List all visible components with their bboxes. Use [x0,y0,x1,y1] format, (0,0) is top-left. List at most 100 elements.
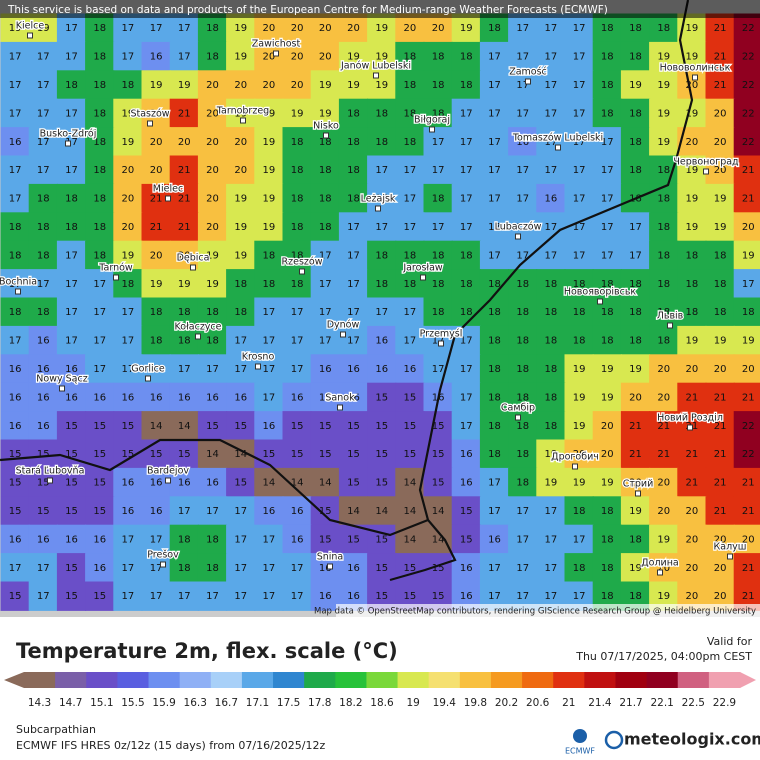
city-label: Дрогобич [551,452,599,463]
temperature-value: 15 [37,506,50,517]
temperature-cell [649,127,679,157]
temperature-cell [451,467,481,498]
temperature-cell [479,354,510,384]
city-dot [515,233,521,240]
legend-tick-label: 22.5 [682,697,705,709]
temperature-cell [56,13,87,43]
temperature-value: 18 [347,194,360,205]
temperature-value: 18 [9,222,22,233]
temperature-value: 17 [488,222,501,233]
temperature-value: 16 [347,563,360,574]
temperature-cell [705,411,735,441]
temperature-value: 15 [319,534,332,545]
temperature-value: 18 [516,392,529,403]
temperature-cell [564,127,594,157]
temperature-cell [733,155,760,185]
temperature-value: 17 [460,336,473,347]
temperature-cell [508,354,538,384]
temperature-value: 18 [93,23,106,34]
temperature-cell [56,240,87,271]
temperature-value: 15 [375,478,388,489]
temperature-cell [141,496,171,526]
temperature-cell [395,297,425,327]
temperature-cell [367,467,397,498]
temperature-value: 20 [742,534,755,545]
temperature-value: 15 [375,392,388,403]
city-dot [340,331,346,338]
city-label: Новояворівськ [564,287,637,298]
temperature-value: 20 [206,194,219,205]
legend-swatch [428,672,461,688]
temperature-value: 21 [714,52,727,63]
temperature-value: 20 [714,364,727,375]
temperature-value: 21 [742,591,755,602]
temperature-value: 18 [629,137,642,148]
temperature-value: 16 [93,392,106,403]
temperature-cell [0,524,30,555]
temperature-value: 16 [263,421,276,432]
temperature-value: 21 [742,478,755,489]
temperature-cell [197,155,228,185]
temperature-value: 19 [234,222,247,233]
temperature-value: 17 [319,250,332,261]
temperature-cell [451,127,481,157]
temperature-cell [451,212,481,242]
temperature-cell [28,297,58,327]
temperature-cell [113,127,143,157]
temperature-cell [338,41,369,72]
temperature-value: 18 [93,250,106,261]
temperature-cell [338,297,369,327]
temperature-cell [226,382,256,413]
temperature-cell [649,297,679,327]
city-dot [59,385,65,392]
temperature-value: 18 [404,80,417,91]
temperature-cell [0,382,30,413]
temperature-value: 20 [657,392,670,403]
temperature-value: 19 [122,108,135,119]
temperature-value: 19 [347,80,360,91]
temperature-cell [28,581,58,611]
temperature-value: 17 [65,279,78,290]
temperature-value: 19 [234,250,247,261]
temperature-value: 16 [460,591,473,602]
temperature-cell [423,127,453,157]
temperature-cell [677,183,707,214]
temperature-cell [451,439,481,469]
city-dot [165,477,171,484]
temperature-cell [592,98,622,129]
legend-swatch [646,672,679,688]
temperature-value: 16 [65,534,78,545]
city-dot [240,117,246,124]
temperature-cell [197,269,228,299]
temperature-cell [451,496,481,526]
temperature-cell [169,127,199,157]
temperature-value: 17 [488,108,501,119]
temperature-cell [254,183,284,214]
temperature-cell [0,240,30,271]
temperature-cell [395,269,425,299]
temperature-value: 21 [686,478,699,489]
temperature-value: 16 [234,392,247,403]
temperature-cell [620,553,651,583]
temperature-cell [423,13,453,43]
temperature-value: 20 [714,563,727,574]
temperature-value: 16 [404,364,417,375]
temperature-cell [310,155,340,185]
temperature-cell [649,212,679,242]
temperature-value: 20 [686,80,699,91]
temperature-value: 15 [432,563,445,574]
temperature-value: 18 [488,421,501,432]
temperature-value: 20 [178,137,191,148]
temperature-value: 20 [714,165,727,176]
temperature-cell [226,524,256,555]
temperature-value: 21 [714,506,727,517]
temperature-value: 21 [178,108,191,119]
temperature-cell [479,240,510,271]
temperature-cell [508,70,538,100]
temperature-cell [197,183,228,214]
temperature-cell [282,553,312,583]
temperature-value: 19 [629,364,642,375]
temperature-value: 17 [319,279,332,290]
temperature-cell [536,70,566,100]
temperature-cell [451,13,481,43]
